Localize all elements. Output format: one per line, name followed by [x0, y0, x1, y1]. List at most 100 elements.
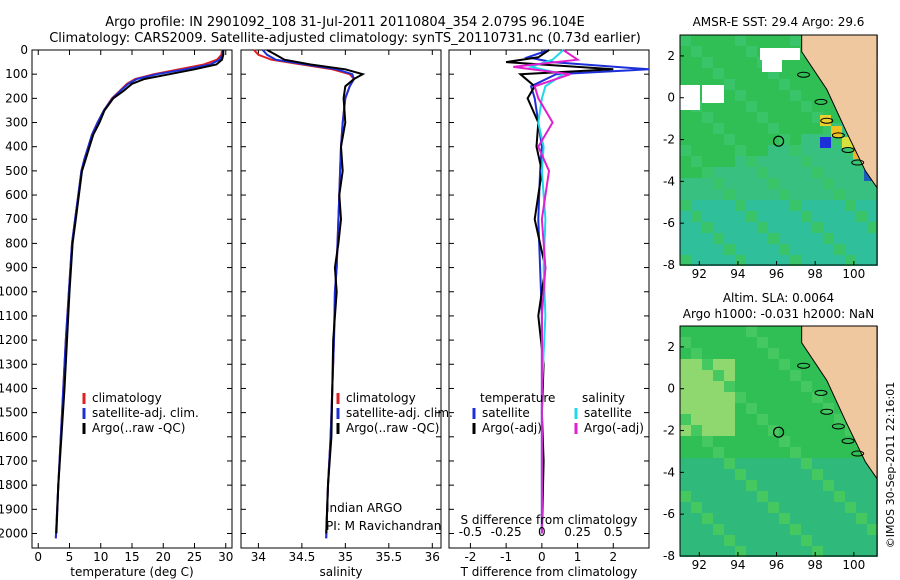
map-cell — [845, 436, 856, 447]
map-cell — [812, 480, 823, 491]
map-cell — [790, 326, 801, 337]
map-cell — [724, 101, 735, 112]
map-cell — [713, 156, 724, 167]
map-cell — [845, 502, 856, 513]
map-cell — [812, 200, 823, 211]
map-cell — [779, 167, 790, 178]
x-tick-label: 35.5 — [375, 550, 402, 564]
y-tick-label: 400 — [5, 140, 28, 154]
map-cell — [768, 359, 779, 370]
map-cell — [691, 244, 702, 255]
island-outline — [814, 389, 828, 396]
map-cell — [680, 414, 691, 425]
map-cell — [812, 392, 823, 403]
map-cell — [779, 101, 790, 112]
map-cell — [834, 145, 845, 156]
map-cell — [680, 244, 691, 255]
map-cell — [713, 447, 724, 458]
map-cell — [779, 156, 790, 167]
map-cell — [702, 447, 713, 458]
map-cell — [779, 348, 790, 359]
map-cell — [845, 156, 856, 167]
map-cell — [702, 222, 713, 233]
legend-label: climatology — [346, 391, 416, 405]
map-subtitle: Argo h1000: -0.031 h2000: NaN — [683, 307, 875, 321]
map-cell — [724, 546, 735, 557]
map-cell — [801, 211, 812, 222]
map-cell — [823, 458, 834, 469]
map-cell — [746, 255, 757, 266]
map-cell — [724, 222, 735, 233]
x-tick-label: 36 — [425, 550, 440, 564]
map-cell — [779, 123, 790, 134]
map-cell — [757, 101, 768, 112]
map-cell — [790, 359, 801, 370]
map-cell — [790, 112, 801, 123]
map-cell — [768, 178, 779, 189]
map-cell — [867, 211, 878, 222]
map-cell — [768, 414, 779, 425]
map-cell — [779, 502, 790, 513]
map-cell — [834, 134, 845, 145]
map-cell — [680, 502, 691, 513]
y-tick-label: -2 — [663, 424, 675, 438]
map-cell — [713, 546, 724, 557]
map-cell — [757, 123, 768, 134]
map-cell — [702, 326, 713, 337]
map-cell — [856, 255, 867, 266]
island-outline — [831, 423, 845, 430]
map-cell — [724, 189, 735, 200]
map-cell — [691, 469, 702, 480]
map-cell — [768, 480, 779, 491]
map-cell — [812, 513, 823, 524]
map-cell — [702, 381, 713, 392]
map-cell — [680, 79, 691, 90]
map-cell — [834, 156, 845, 167]
map-cell — [735, 57, 746, 68]
profile-location-marker — [772, 426, 785, 438]
map-cell — [812, 447, 823, 458]
map-cell — [746, 469, 757, 480]
y-tick-label: 600 — [5, 188, 28, 202]
map-cell — [768, 403, 779, 414]
map-cell — [702, 68, 713, 79]
map-cell — [746, 233, 757, 244]
map-cell — [801, 200, 812, 211]
map-cell — [779, 134, 790, 145]
map-cell — [768, 513, 779, 524]
map-cell — [680, 469, 691, 480]
map-cell — [713, 414, 724, 425]
map-cell — [834, 447, 845, 458]
map-cell — [779, 370, 790, 381]
map-cell — [746, 425, 757, 436]
map-cell — [801, 458, 812, 469]
map-cell — [801, 255, 812, 266]
map-cell — [801, 123, 812, 134]
x-axis-label: T difference from climatology — [460, 565, 638, 579]
map-cell — [724, 57, 735, 68]
y-tick-label: 1700 — [0, 454, 28, 468]
map-cell — [801, 359, 812, 370]
map-cell — [801, 469, 812, 480]
map-cell — [746, 123, 757, 134]
map-cell — [845, 222, 856, 233]
map-cell — [801, 546, 812, 557]
map-cell — [691, 337, 702, 348]
y-tick-label: 2000 — [0, 526, 28, 540]
y-tick-label: 300 — [5, 116, 28, 130]
map-cell — [757, 35, 768, 46]
series-line-argo-raw-qc- — [266, 49, 366, 534]
map-cell — [746, 189, 757, 200]
top-x-tick-label: 0 — [538, 525, 546, 539]
map-cell — [702, 101, 713, 112]
map-cell — [757, 233, 768, 244]
map-cell — [702, 233, 713, 244]
x-tick-label: 10 — [93, 550, 108, 564]
map-cell — [779, 200, 790, 211]
map-cell — [790, 381, 801, 392]
map-cell — [724, 156, 735, 167]
map-cell — [735, 403, 746, 414]
map-cell — [713, 381, 724, 392]
map-cell — [735, 255, 746, 266]
map-frame — [679, 34, 878, 266]
